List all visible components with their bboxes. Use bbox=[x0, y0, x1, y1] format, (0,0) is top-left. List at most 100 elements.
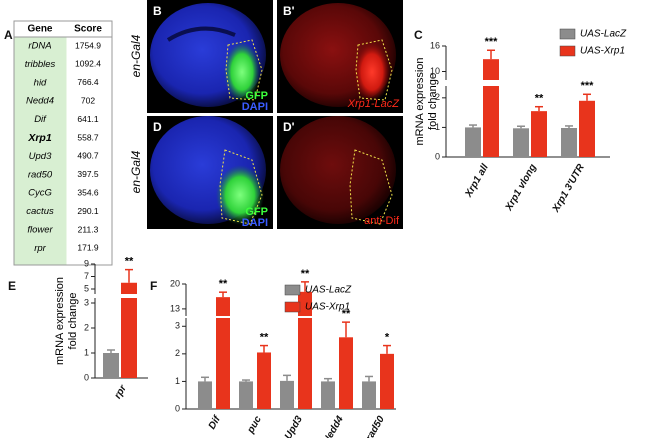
y-tick-label: 0 bbox=[435, 151, 440, 161]
outline bbox=[355, 39, 393, 101]
y-tick-label: 1 bbox=[84, 347, 89, 357]
channel-label: DAPI bbox=[242, 217, 268, 229]
legend-swatch bbox=[284, 284, 301, 296]
disc bbox=[280, 116, 396, 224]
channel-label: anti-Dif bbox=[364, 215, 400, 227]
y-tick-label: 1 bbox=[175, 376, 180, 386]
gene-score: 641.1 bbox=[77, 114, 99, 124]
gene-name: Nedd4 bbox=[26, 96, 54, 107]
legend-label: UAS-LacZ bbox=[580, 29, 627, 40]
row-label: en-Gal4 bbox=[129, 150, 143, 193]
significance: *** bbox=[485, 36, 499, 48]
gene-name: tribbles bbox=[25, 59, 56, 70]
image-panel: B' Xrp1-LacZ bbox=[277, 0, 403, 113]
row-label: en-Gal4 bbox=[129, 34, 143, 77]
legend-label: UAS-Xrp1 bbox=[305, 302, 350, 313]
bar bbox=[121, 282, 137, 378]
bar bbox=[561, 128, 577, 157]
significance: * bbox=[385, 331, 390, 343]
legend-label: UAS-LacZ bbox=[305, 285, 352, 296]
panel-letter: C bbox=[414, 28, 423, 42]
bar bbox=[362, 381, 376, 409]
axis-break bbox=[441, 80, 611, 86]
image-panel: B GFP DAPI bbox=[147, 0, 273, 113]
panel-letter: F bbox=[150, 279, 157, 293]
y-axis-label: fold change bbox=[67, 293, 79, 350]
y-tick-label: 9 bbox=[84, 258, 89, 268]
gene-score: 490.7 bbox=[77, 151, 99, 161]
y-axis-label: mRNA expression bbox=[414, 57, 426, 145]
gene-name: rDNA bbox=[28, 41, 51, 52]
y-tick-label: 20 bbox=[170, 278, 180, 288]
y-tick-label: 13 bbox=[170, 303, 180, 313]
gfp-region bbox=[216, 165, 264, 225]
bar bbox=[198, 381, 212, 409]
y-tick-label: 2 bbox=[175, 348, 180, 358]
gene-name: rad50 bbox=[28, 169, 53, 180]
outline bbox=[219, 149, 263, 225]
bar bbox=[257, 352, 271, 409]
bar bbox=[579, 100, 595, 157]
bar bbox=[298, 291, 312, 409]
bar bbox=[513, 128, 529, 157]
gene-name: Xrp1 bbox=[27, 132, 52, 144]
image-letter: D bbox=[153, 120, 162, 134]
bar bbox=[280, 380, 294, 409]
bar bbox=[103, 353, 119, 378]
y-tick-label: 0 bbox=[84, 372, 89, 382]
gene-score: 766.4 bbox=[77, 77, 99, 87]
significance: ** bbox=[125, 256, 134, 268]
gene-name: flower bbox=[27, 225, 53, 236]
y-tick-label: 5 bbox=[84, 283, 89, 293]
gene-table: Gene Score rDNA 1754.9 tribbles 1092.4 hid 76… bbox=[13, 20, 113, 266]
significance: ** bbox=[260, 331, 269, 343]
y-tick-label: 2 bbox=[84, 322, 89, 332]
gene-name: Upd3 bbox=[29, 151, 52, 162]
outline bbox=[225, 39, 263, 101]
y-tick-label: 7 bbox=[84, 271, 89, 281]
image-panel: D' anti-Dif bbox=[277, 116, 403, 229]
gene-name: CycG bbox=[28, 188, 52, 199]
gene-name: cactus bbox=[26, 206, 54, 217]
outline bbox=[349, 149, 393, 225]
y-tick-label: 1 bbox=[435, 122, 440, 132]
bar bbox=[321, 381, 335, 409]
channel-label: GFP bbox=[245, 90, 268, 102]
lacz-region bbox=[354, 42, 390, 102]
significance: ** bbox=[301, 268, 310, 280]
bar bbox=[380, 353, 394, 409]
y-axis-label: mRNA expression bbox=[54, 277, 66, 365]
gene-name: Dif bbox=[34, 114, 47, 125]
bar bbox=[531, 111, 547, 157]
significance: *** bbox=[581, 80, 595, 92]
panel-letter: E bbox=[8, 279, 16, 293]
significance: ** bbox=[342, 308, 351, 320]
image-letter: B' bbox=[283, 4, 295, 18]
y-tick-label: 0 bbox=[175, 403, 180, 413]
image-panel: D GFP DAPI bbox=[147, 116, 273, 229]
y-tick-label: 3 bbox=[175, 321, 180, 331]
legend-swatch bbox=[559, 45, 576, 57]
bar bbox=[483, 59, 499, 157]
channel-label: DAPI bbox=[242, 101, 268, 113]
channel-label: GFP bbox=[245, 206, 268, 218]
axis-break bbox=[90, 294, 149, 298]
gene-score: 397.5 bbox=[77, 169, 99, 179]
bar bbox=[216, 297, 230, 409]
gfp-region bbox=[224, 42, 260, 102]
y-tick-label: 2 bbox=[435, 92, 440, 102]
table-header: Gene bbox=[27, 24, 52, 35]
significance: ** bbox=[219, 278, 228, 290]
y-axis-label: fold change bbox=[427, 73, 439, 130]
gene-score: 211.3 bbox=[78, 224, 99, 234]
image-letter: D' bbox=[283, 120, 295, 134]
image-letter: B bbox=[153, 4, 162, 18]
gene-name: rpr bbox=[34, 243, 46, 254]
fold bbox=[166, 26, 236, 42]
y-tick-label: 16 bbox=[430, 40, 440, 50]
gene-name: hid bbox=[34, 77, 47, 88]
legend-swatch bbox=[284, 301, 301, 313]
gene-column-bg bbox=[14, 37, 67, 265]
table-header: Score bbox=[74, 24, 102, 35]
